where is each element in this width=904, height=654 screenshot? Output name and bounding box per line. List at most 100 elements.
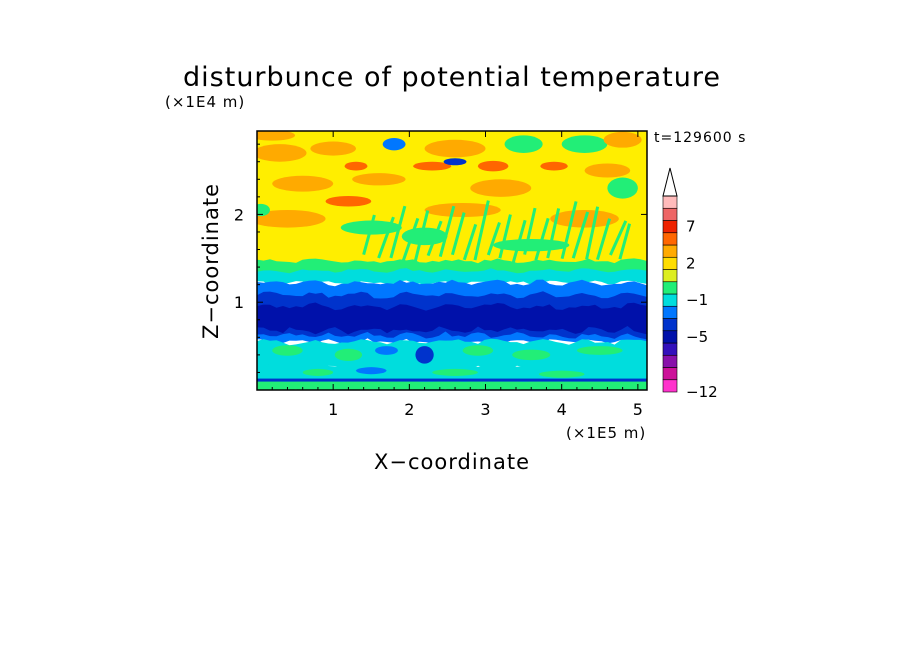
wave-streak-4 (413, 210, 430, 263)
warm-cell-2 (424, 139, 486, 158)
colorbar-swatch-12 (662, 232, 678, 246)
colorbar-label: 2 (686, 254, 696, 272)
wave-streak-2 (389, 205, 407, 259)
wave-streak-6 (438, 205, 456, 258)
warm-cell-24 (603, 131, 642, 148)
lower-cell-7 (302, 368, 334, 376)
colorbar-swatch-2 (662, 354, 678, 368)
colorbar: 7 2 −1 −5 −12 (662, 167, 718, 401)
x-tick-label: 1 (328, 400, 338, 419)
warm-cell-12 (540, 161, 568, 171)
colorbar-swatch-1 (662, 367, 678, 381)
lower-cell-9 (538, 370, 585, 378)
wave-streak-14 (534, 217, 550, 261)
lower-cell-5 (512, 349, 551, 361)
lower-cell-3 (415, 346, 434, 364)
warm-cell-4 (561, 135, 608, 153)
colorbar-swatch-8 (662, 281, 678, 295)
warm-cell-21 (257, 203, 270, 217)
warm-cell-8 (470, 179, 532, 197)
warm-cell-3 (504, 135, 543, 153)
y-tick-label: 2 (234, 205, 244, 224)
band-cyan-lower (257, 338, 647, 372)
warm-cell-26 (443, 158, 467, 166)
lower-cell-1 (334, 348, 363, 362)
band-cyan-upper (257, 268, 647, 286)
warm-cell-14 (424, 202, 501, 218)
warm-cell-7 (352, 173, 406, 186)
warm-cell-10 (413, 161, 452, 171)
wave-streak-20 (609, 220, 628, 256)
warm-cell-18 (287, 238, 364, 252)
wave-streak-17 (571, 211, 590, 259)
wave-streak-13 (523, 207, 537, 255)
wave-streak-8 (462, 223, 478, 261)
colorbar-swatch-7 (662, 293, 678, 307)
wave-streak-21 (618, 223, 632, 260)
wave-streak-10 (486, 221, 501, 256)
colorbar-label: −12 (686, 383, 718, 401)
lower-cell-4 (462, 345, 494, 356)
contour-field (257, 131, 647, 390)
x-axis-label: X−coordinate (374, 450, 530, 474)
y-axis: 12 (234, 143, 647, 373)
warm-cell-9 (584, 163, 631, 178)
colorbar-swatch-0 (662, 379, 678, 393)
colorbar-swatch-10 (662, 256, 678, 270)
colorbar-swatch-5 (662, 318, 678, 332)
y-axis-label: Z−coordinate (199, 183, 223, 339)
wave-streak-3 (401, 217, 420, 262)
colorbar-swatch-15 (662, 195, 678, 209)
warm-cell-23 (344, 161, 368, 171)
warm-cell-0 (257, 144, 307, 162)
warm-cell-13 (257, 210, 326, 228)
colorbar-label: −5 (686, 328, 708, 346)
colorbar-label: −1 (686, 291, 708, 309)
wave-streak-9 (473, 200, 490, 261)
wave-streak-5 (426, 220, 443, 257)
colorbar-extend-arrow (662, 167, 678, 197)
lower-cell-6 (576, 346, 623, 355)
warm-cell-25 (257, 131, 296, 141)
lower-cell-0 (272, 345, 303, 356)
lower-cell-8 (432, 368, 478, 376)
wave-streak-7 (450, 212, 466, 256)
wave-streak-1 (377, 216, 395, 259)
warm-cell-20 (607, 177, 638, 199)
warm-cell-11 (325, 195, 372, 207)
colorbar-swatch-4 (662, 330, 678, 344)
colorbar-swatch-13 (662, 220, 678, 234)
x-scale-label: (×1E5 m) (566, 424, 646, 442)
x-tick-label: 3 (480, 400, 490, 419)
x-tick-label: 4 (557, 400, 567, 419)
wave-streak-15 (546, 208, 561, 259)
surface-line (257, 378, 647, 382)
colorbar-swatch-6 (662, 305, 678, 319)
colorbar-swatch-3 (662, 342, 678, 356)
x-axis: 1 2 3 4 5 (271, 131, 643, 419)
lower-cell-10 (356, 367, 387, 375)
x-tick-label: 5 (633, 400, 643, 419)
y-scale-label: (×1E4 m) (165, 93, 245, 111)
warm-cell-5 (382, 138, 406, 151)
colorbar-swatch-11 (662, 244, 678, 258)
colorbar-swatch-14 (662, 207, 678, 221)
wave-streak-12 (511, 219, 527, 263)
warm-cell-22 (477, 160, 509, 172)
y-tick-label: 1 (234, 293, 244, 312)
chart-title: disturbunce of potential temperature (183, 62, 721, 93)
band-darkblue (257, 302, 647, 335)
time-label: t=129600 s (654, 130, 746, 146)
colorbar-label: 7 (686, 218, 696, 236)
band-green-surface (257, 380, 647, 390)
wave-streak-19 (596, 218, 611, 261)
warm-cell-1 (310, 141, 357, 156)
x-tick-label: 2 (404, 400, 414, 419)
wave-streak-18 (585, 206, 600, 260)
colorbar-swatch-9 (662, 269, 678, 283)
plot-frame (256, 130, 648, 391)
wave-streak-11 (498, 214, 512, 259)
wave-streak-0 (362, 214, 376, 256)
lower-cell-2 (375, 346, 398, 355)
